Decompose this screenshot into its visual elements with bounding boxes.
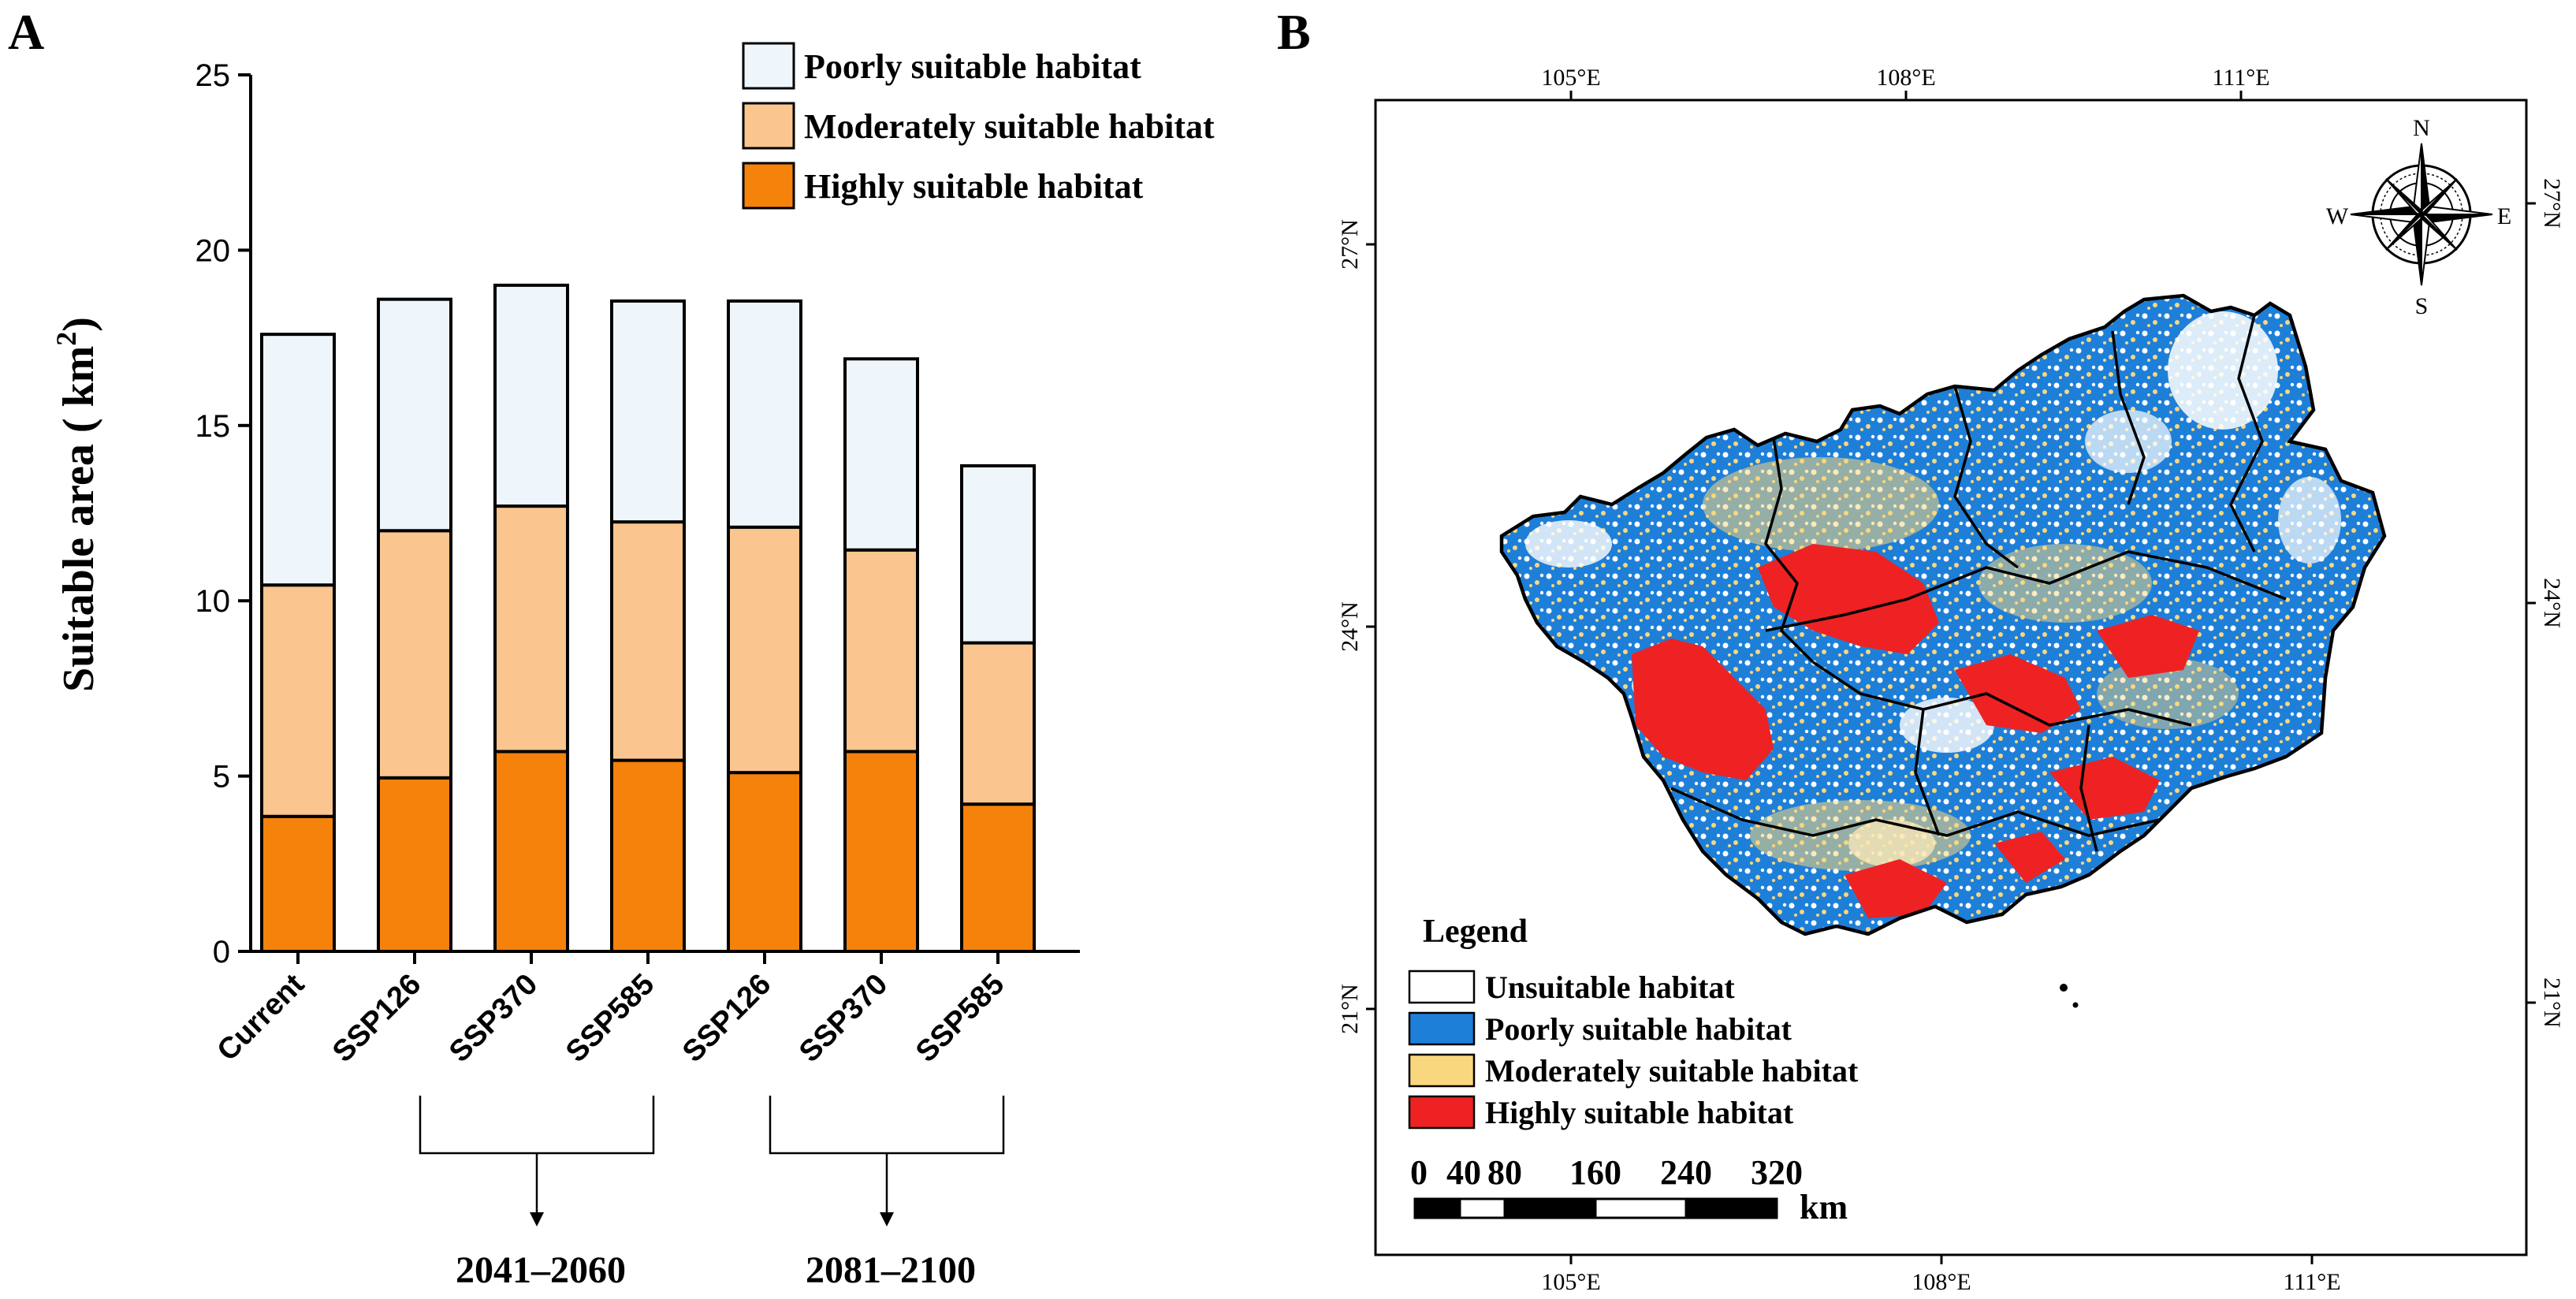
compass-e: E <box>2497 203 2511 229</box>
period-bracket <box>419 1096 655 1155</box>
bar-segment <box>960 802 1036 954</box>
left-lat-label: 21°N <box>1337 984 1363 1034</box>
legend-swatch <box>742 102 795 150</box>
scale-unit: km <box>1800 1188 1848 1226</box>
map-legend-label: Poorly suitable habitat <box>1485 1011 1792 1047</box>
map-legend-swatch <box>1408 1053 1476 1088</box>
panel-a: A Suitable area ( km2) 0 5 10 15 20 25 Curren… <box>8 4 1215 1291</box>
period-brackets: 2041–2060 2081–2100 <box>419 1096 1005 1291</box>
legend-swatch <box>742 42 795 90</box>
panel-b-letter: B <box>1277 4 1311 60</box>
period-label: 2041–2060 <box>456 1249 626 1291</box>
legend-a: Poorly suitable habitat Moderately suitab… <box>742 42 1215 210</box>
bar-segment <box>960 641 1036 806</box>
left-lat-label: 27°N <box>1337 219 1363 270</box>
north-arrow-compass-icon: N S E W <box>2326 115 2511 319</box>
panel-a-letter: A <box>8 4 44 60</box>
x-tick-label: SSP126 <box>326 968 427 1069</box>
map-legend: Legend Unsuitable habitat Poorly suitable… <box>1408 914 1859 1130</box>
y-tick-label: 10 <box>195 584 231 619</box>
bar-segment <box>610 520 686 762</box>
map-legend-swatch <box>1408 1011 1476 1046</box>
scale-tick-label: 0 <box>1410 1153 1428 1192</box>
bar-segment <box>260 583 336 818</box>
right-lat-label: 24°N <box>2539 578 2565 628</box>
bottom-lon-label: 111°E <box>2283 1269 2340 1295</box>
scale-tick-label: 80 <box>1487 1153 1522 1192</box>
bar-segment <box>727 299 802 529</box>
scale-tick-label: 320 <box>1751 1153 1803 1192</box>
map-legend-swatch <box>1408 1095 1476 1130</box>
bar-segment <box>960 463 1036 645</box>
y-axis-label: Suitable area ( km2) <box>50 317 103 692</box>
bar-segment <box>843 548 919 754</box>
x-tick-label: Current <box>211 967 311 1067</box>
bottom-lon-label: 108°E <box>1912 1269 1971 1295</box>
bottom-lon-label: 105°E <box>1541 1269 1600 1295</box>
x-axis: Current SSP126 SSP370 SSP585 SSP126 SSP370 SSP… <box>211 950 1080 1069</box>
y-tick-label: 20 <box>195 233 231 268</box>
top-lon-label: 111°E <box>2212 65 2269 91</box>
bar-segment <box>843 357 919 552</box>
compass-s: S <box>2415 293 2429 319</box>
bar-segment <box>493 504 569 754</box>
bar-segment <box>843 750 919 953</box>
bar-segment <box>727 771 802 953</box>
legend-label: Poorly suitable habitat <box>804 47 1141 86</box>
period-arrow-head <box>530 1212 544 1226</box>
map-legend-swatch <box>1408 970 1476 1004</box>
scale-bar: 0 40 80 160 240 320 km <box>1410 1153 1848 1226</box>
map-legend-label: Highly suitable habitat <box>1485 1095 1794 1130</box>
bar-segment <box>377 529 452 780</box>
y-tick-label: 5 <box>213 760 230 795</box>
compass-n: N <box>2413 115 2430 141</box>
bar-segment <box>610 758 686 953</box>
top-lon-label: 108°E <box>1876 65 1935 91</box>
bars-group <box>260 283 1036 954</box>
bar-segment <box>377 297 452 533</box>
y-tick-label: 25 <box>195 58 231 93</box>
x-tick-label: SSP585 <box>910 968 1011 1069</box>
top-lon-label: 105°E <box>1541 65 1600 91</box>
scale-tick-label: 40 <box>1446 1153 1481 1192</box>
bar-segment <box>493 750 569 953</box>
legend-label: Highly suitable habitat <box>804 167 1144 206</box>
bar-segment <box>260 333 336 587</box>
map-legend-label: Unsuitable habitat <box>1485 970 1735 1005</box>
y-axis: 0 5 10 15 20 25 <box>195 58 252 970</box>
x-tick-label: SSP370 <box>793 968 894 1069</box>
scale-tick-label: 240 <box>1660 1153 1712 1192</box>
x-tick-label: SSP585 <box>560 968 661 1069</box>
frame-ticks <box>1366 91 2536 1264</box>
right-lat-label: 21°N <box>2539 977 2565 1028</box>
bar-segment <box>727 525 802 775</box>
x-tick-label: SSP126 <box>676 968 777 1069</box>
map-legend-title: Legend <box>1423 914 1528 950</box>
panel-b: B 105°E 108°E 111°E 105°E 108°E 111°E 27… <box>1277 4 2565 1295</box>
bar-segment <box>377 776 452 953</box>
period-arrow-head <box>880 1212 894 1226</box>
legend-label: Moderately suitable habitat <box>804 107 1215 146</box>
scale-tick-label: 160 <box>1569 1153 1621 1192</box>
y-tick-label: 0 <box>213 935 230 970</box>
right-lat-label: 27°N <box>2539 178 2565 229</box>
bar-segment <box>610 299 686 524</box>
y-tick-label: 15 <box>195 409 231 444</box>
x-tick-label: SSP370 <box>443 968 544 1069</box>
map-legend-label: Moderately suitable habitat <box>1485 1053 1859 1089</box>
period-label: 2081–2100 <box>806 1249 976 1291</box>
bar-segment <box>493 283 569 508</box>
bar-segment <box>260 814 336 953</box>
legend-swatch <box>742 162 795 210</box>
compass-w: W <box>2326 203 2349 229</box>
left-lat-label: 24°N <box>1337 601 1363 652</box>
period-bracket <box>769 1096 1005 1155</box>
